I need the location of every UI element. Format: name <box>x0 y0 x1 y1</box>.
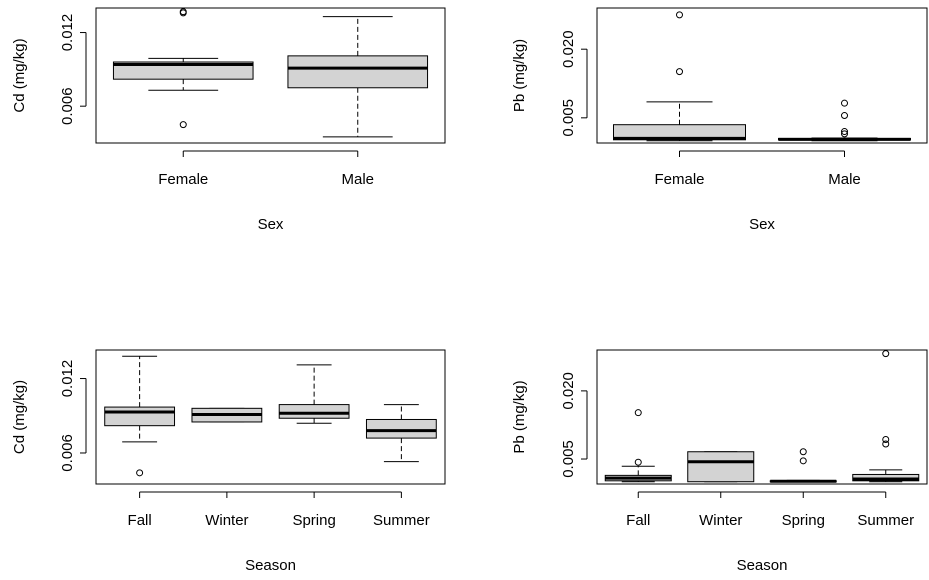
outlier-point <box>841 130 848 138</box>
outlier-point <box>634 409 642 417</box>
box-summer <box>852 350 920 483</box>
box-spring <box>278 364 350 424</box>
box-male <box>778 99 911 142</box>
outlier-point <box>882 435 890 443</box>
x-tick-label: Summer <box>857 512 914 529</box>
box-female <box>112 8 254 129</box>
x-tick-label: Fall <box>626 512 650 529</box>
outlier-point <box>882 440 890 448</box>
y-tick-label: 0.012 <box>59 360 76 398</box>
outlier-point <box>676 11 683 19</box>
y-axis-title: Pb (mg/kg) <box>511 380 528 453</box>
outlier-point <box>799 448 807 456</box>
x-axis-title: Sex <box>749 216 775 233</box>
x-tick-label: Winter <box>699 512 742 529</box>
iqr-box <box>104 406 176 427</box>
x-tick-label: Male <box>341 171 374 188</box>
box-winter <box>687 451 755 483</box>
plot-frame <box>95 7 446 144</box>
x-axis-title: Sex <box>258 216 284 233</box>
panel-2: 0.005 0.020 Female Male Sex Pb (mg/kg) <box>511 7 928 233</box>
iqr-box <box>687 451 755 483</box>
box-male <box>287 16 429 138</box>
y-axis-title: Cd (mg/kg) <box>11 380 28 454</box>
outlier-point <box>882 350 890 358</box>
y-tick-label: 0.006 <box>59 87 76 125</box>
x-tick-label: Female <box>158 171 208 188</box>
outlier-point <box>179 8 187 16</box>
x-tick-label: Female <box>654 171 704 188</box>
x-axis-title: Season <box>245 557 296 574</box>
outlier-point <box>136 469 144 477</box>
outlier-point <box>841 99 848 107</box>
y-tick-label: 0.005 <box>560 440 577 478</box>
plot-frame <box>596 349 928 485</box>
panel-3: 0.006 0.012 Fall Winter Spring Summer Season Cd… <box>11 349 446 574</box>
panel-1: 0.006 0.012 Female Male Sex Cd (mg/kg) <box>11 7 446 233</box>
y-axis-title: Cd (mg/kg) <box>11 38 28 112</box>
outlier-point <box>799 457 807 465</box>
outlier-point <box>841 128 848 136</box>
plot-frame <box>95 349 446 485</box>
outlier-point <box>634 458 642 466</box>
y-tick-label: 0.005 <box>560 99 577 137</box>
iqr-box <box>112 61 254 80</box>
x-tick-label: Spring <box>782 512 825 529</box>
y-tick-label: 0.020 <box>560 30 577 68</box>
y-tick-label: 0.006 <box>59 434 76 472</box>
x-tick-label: Spring <box>292 512 335 529</box>
y-axis-title: Pb (mg/kg) <box>511 39 528 112</box>
y-tick-label: 0.012 <box>59 14 76 52</box>
x-tick-label: Male <box>828 171 861 188</box>
x-tick-label: Fall <box>128 512 152 529</box>
iqr-box <box>278 404 350 419</box>
box-fall <box>104 355 176 477</box>
iqr-box <box>287 55 429 89</box>
box-summer <box>365 404 437 463</box>
box-fall <box>604 409 672 483</box>
box-female <box>613 11 746 142</box>
outlier-point <box>676 68 683 76</box>
x-tick-label: Summer <box>373 512 430 529</box>
outlier-point <box>841 112 848 120</box>
y-tick-label: 0.020 <box>560 372 577 410</box>
outlier-point <box>179 121 187 129</box>
box-winter <box>191 407 263 423</box>
box-spring <box>769 448 837 483</box>
x-tick-label: Winter <box>205 512 248 529</box>
plot-frame <box>596 7 928 144</box>
iqr-box <box>365 418 437 439</box>
x-axis-title: Season <box>737 557 788 574</box>
panel-4: 0.005 0.020 Fall Winter Spring Summer Season Pb… <box>511 349 928 574</box>
